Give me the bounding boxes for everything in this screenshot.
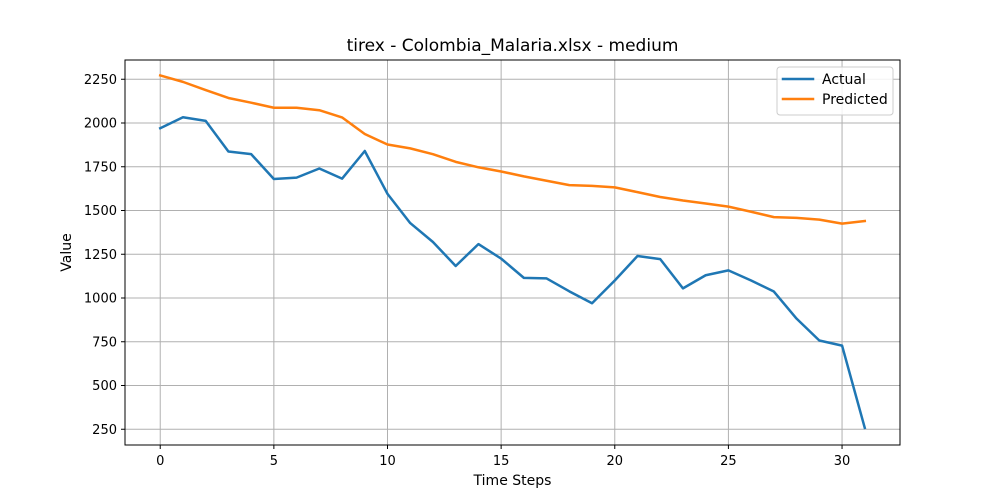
y-axis-label: Value — [59, 233, 75, 271]
plot-area-frame — [124, 59, 901, 446]
x-tick-label: 15 — [493, 454, 510, 469]
y-tick-label: 1750 — [84, 160, 117, 175]
legend-label-actual: Actual — [822, 72, 866, 88]
x-axis: 0 5 10 15 20 25 30 — [156, 445, 850, 469]
x-tick-label: 5 — [270, 454, 278, 469]
x-tick-label: 20 — [606, 454, 623, 469]
x-tick-label: 25 — [720, 454, 737, 469]
grid — [125, 60, 900, 445]
y-tick-label: 2250 — [84, 73, 117, 88]
y-tick-label: 750 — [92, 335, 117, 350]
series-line-predicted — [158, 73, 867, 225]
y-tick-label: 500 — [92, 379, 117, 394]
plot-series — [158, 73, 867, 430]
y-tick-label: 1500 — [84, 204, 117, 219]
legend: Actual Predicted — [776, 66, 894, 116]
x-tick-label: 30 — [834, 454, 851, 469]
legend-label-predicted: Predicted — [822, 92, 888, 108]
x-axis-label: Time Steps — [473, 473, 552, 489]
x-tick-label: 10 — [379, 454, 396, 469]
y-tick-label: 1250 — [84, 248, 117, 263]
chart-title: tirex - Colombia_Malaria.xlsx - medium — [347, 36, 679, 56]
series-line-actual — [158, 115, 867, 430]
y-tick-label: 1000 — [84, 292, 117, 307]
y-tick-label: 250 — [92, 423, 117, 438]
y-tick-label: 2000 — [84, 117, 117, 132]
y-axis: 250 500 750 1000 1250 1500 1750 2000 2250 — [84, 73, 125, 438]
x-tick-label: 0 — [156, 454, 164, 469]
